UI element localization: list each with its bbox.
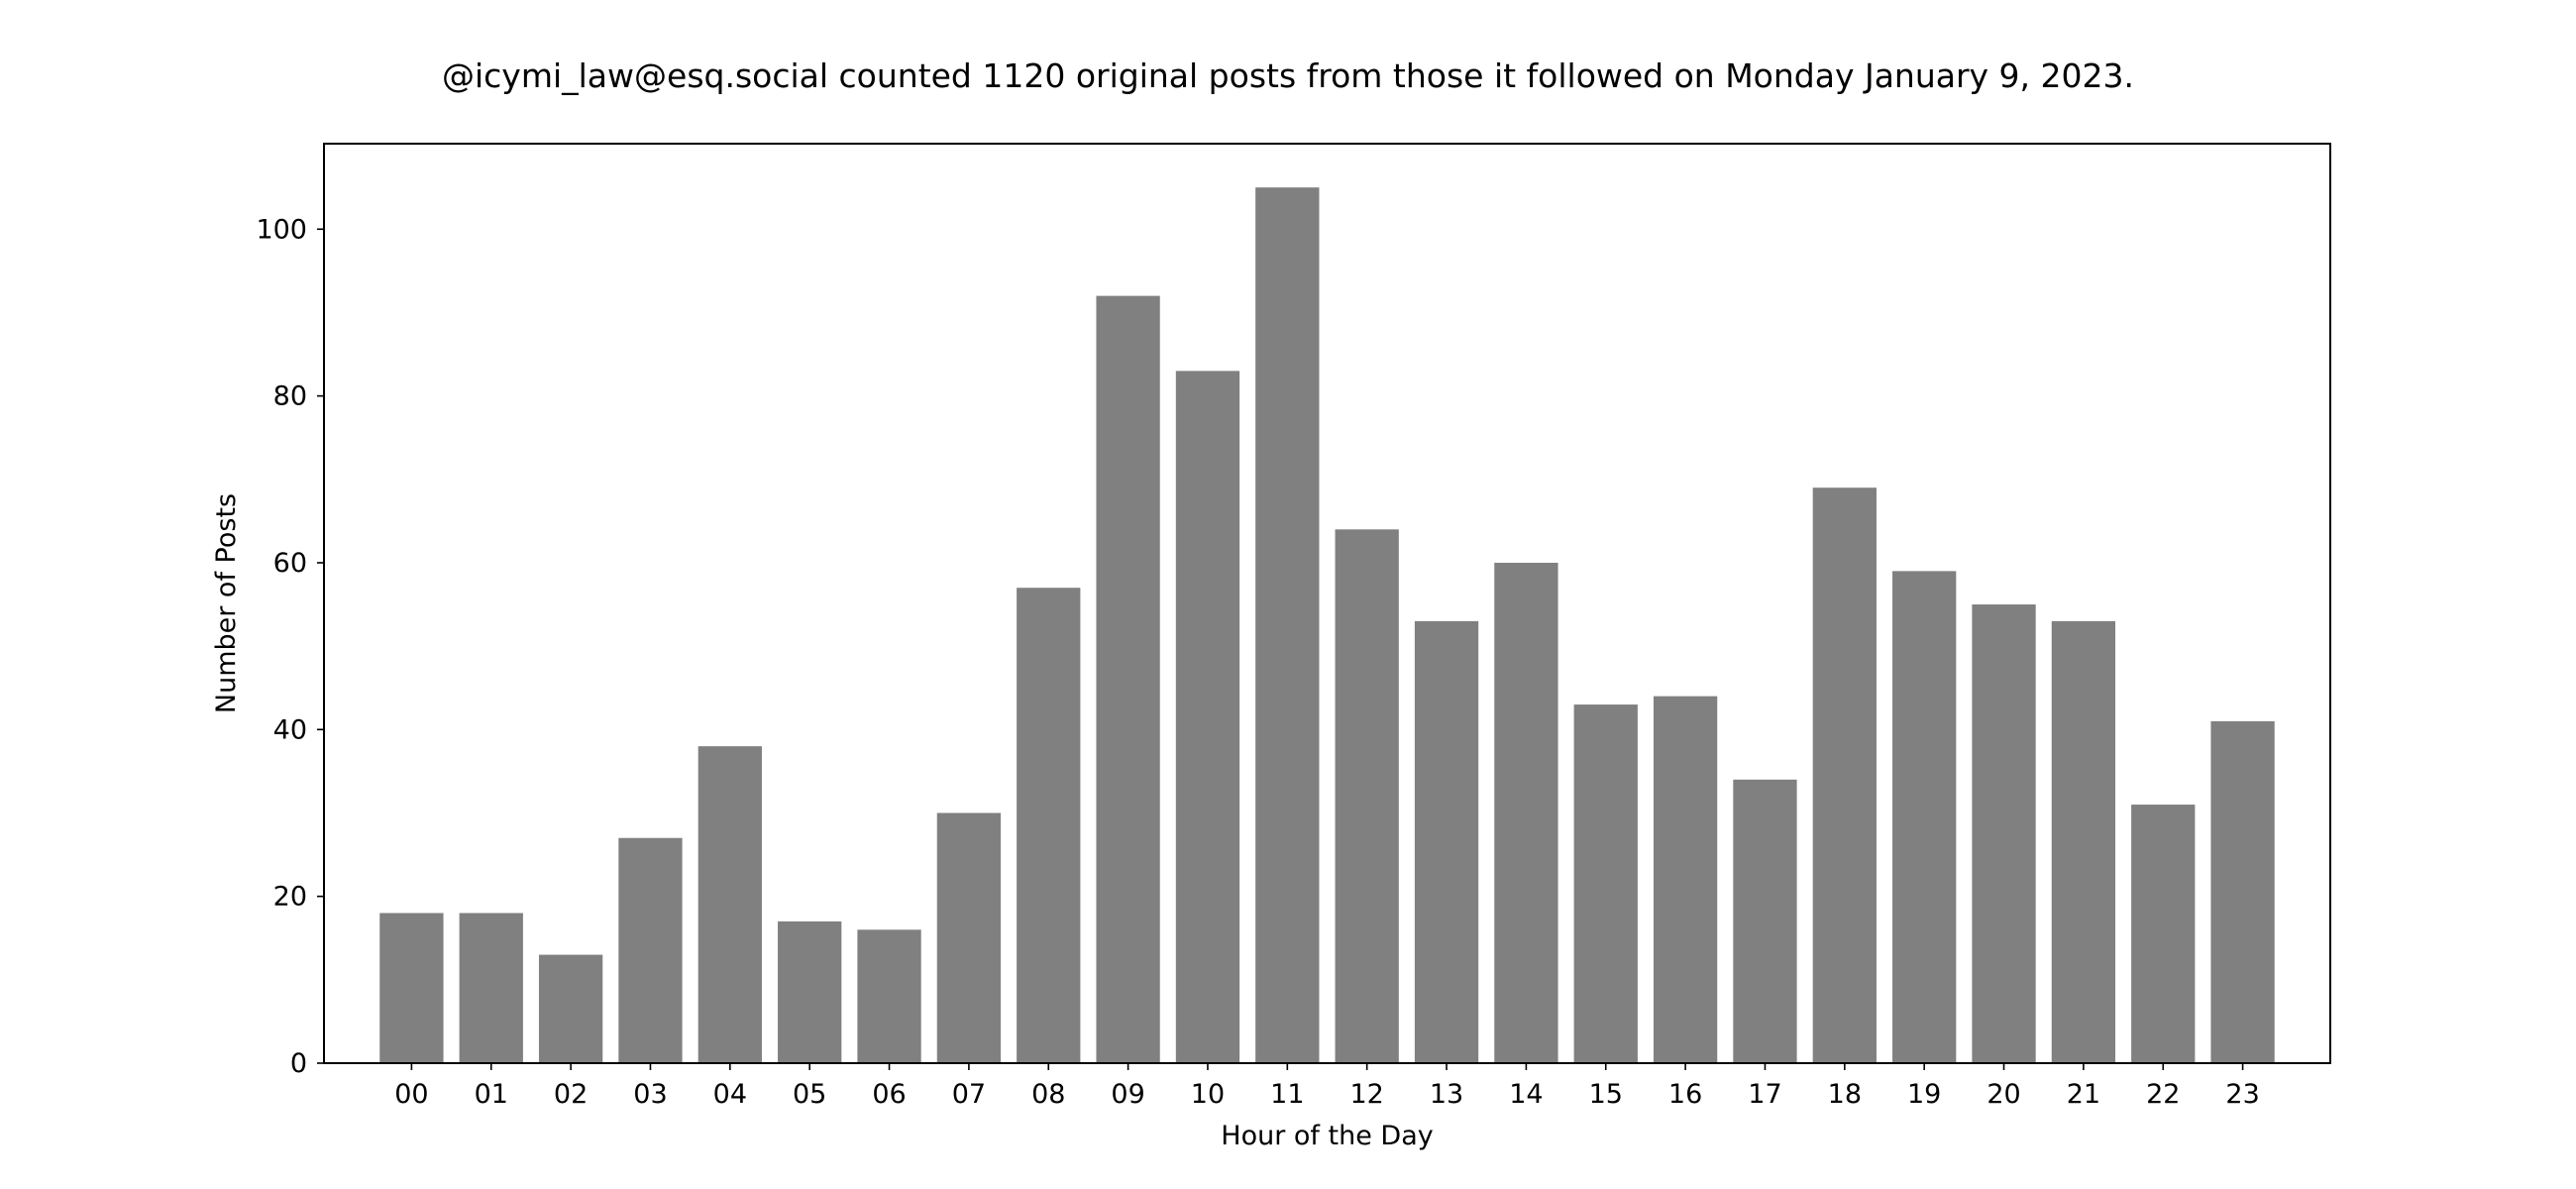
x-axis: 00 01 02 03 04 05 06 07 08 09 10 11 12 13 14 15 16 17 18 19… bbox=[394, 1063, 2260, 1110]
x-axis-label: Hour of the Day bbox=[1221, 1121, 1433, 1151]
bar-04 bbox=[698, 746, 762, 1063]
y-axis: 0 20 40 60 80 100 bbox=[256, 214, 324, 1079]
bar-14 bbox=[1494, 562, 1558, 1063]
x-tick-label: 21 bbox=[2067, 1079, 2100, 1110]
bar-00 bbox=[379, 913, 444, 1063]
bar-19 bbox=[1892, 571, 1957, 1063]
plot-frame bbox=[323, 143, 2331, 1064]
x-tick-label: 20 bbox=[1986, 1079, 2020, 1110]
y-tick-label: 100 bbox=[256, 214, 307, 245]
x-tick-label: 10 bbox=[1191, 1079, 1225, 1110]
x-tick-label: 11 bbox=[1270, 1079, 1304, 1110]
bar-11 bbox=[1255, 187, 1320, 1063]
y-axis-label: Number of Posts bbox=[211, 493, 242, 713]
x-tick-label: 05 bbox=[793, 1079, 826, 1110]
x-tick-label: 14 bbox=[1509, 1079, 1543, 1110]
bar-09 bbox=[1096, 295, 1160, 1063]
x-tick-label: 03 bbox=[633, 1079, 667, 1110]
bar-21 bbox=[2051, 620, 2116, 1063]
x-tick-label: 04 bbox=[713, 1079, 747, 1110]
x-tick-label: 07 bbox=[952, 1079, 986, 1110]
x-tick-label: 23 bbox=[2225, 1079, 2259, 1110]
x-tick-label: 16 bbox=[1668, 1079, 1702, 1110]
x-tick-label: 09 bbox=[1111, 1079, 1144, 1110]
x-tick-label: 18 bbox=[1828, 1079, 1862, 1110]
bar-08 bbox=[1017, 588, 1081, 1063]
bar-22 bbox=[2131, 805, 2196, 1063]
bar-23 bbox=[2210, 720, 2275, 1063]
x-tick-label: 00 bbox=[394, 1079, 428, 1110]
bar-05 bbox=[778, 920, 842, 1063]
bar-18 bbox=[1812, 487, 1877, 1064]
x-tick-label: 19 bbox=[1907, 1079, 1941, 1110]
y-tick-label: 0 bbox=[290, 1048, 307, 1079]
x-tick-label: 13 bbox=[1430, 1079, 1463, 1110]
bar-01 bbox=[459, 913, 523, 1063]
x-tick-label: 08 bbox=[1031, 1079, 1065, 1110]
chart-title: @icymi_law@esq.social counted 1120 origi… bbox=[442, 56, 2134, 95]
x-tick-label: 12 bbox=[1349, 1079, 1383, 1110]
bar-03 bbox=[618, 837, 683, 1063]
bar-12 bbox=[1335, 529, 1399, 1063]
bar-17 bbox=[1733, 779, 1797, 1063]
bar-10 bbox=[1175, 371, 1240, 1063]
y-tick-label: 40 bbox=[273, 714, 307, 745]
x-tick-label: 02 bbox=[554, 1079, 588, 1110]
bar-02 bbox=[538, 954, 603, 1063]
plot-area bbox=[379, 187, 2275, 1064]
x-tick-label: 15 bbox=[1589, 1079, 1623, 1110]
x-tick-label: 06 bbox=[872, 1079, 906, 1110]
bar-20 bbox=[1972, 604, 2036, 1063]
y-tick-label: 80 bbox=[273, 381, 307, 412]
x-tick-label: 01 bbox=[475, 1079, 508, 1110]
bar-13 bbox=[1414, 620, 1479, 1063]
bar-15 bbox=[1573, 704, 1638, 1063]
bar-07 bbox=[936, 812, 1002, 1063]
bar-16 bbox=[1653, 696, 1718, 1063]
y-tick-label: 20 bbox=[273, 882, 307, 913]
y-tick-label: 60 bbox=[273, 548, 307, 579]
x-tick-label: 17 bbox=[1748, 1079, 1781, 1110]
x-tick-label: 22 bbox=[2146, 1079, 2180, 1110]
bar-06 bbox=[857, 929, 921, 1063]
